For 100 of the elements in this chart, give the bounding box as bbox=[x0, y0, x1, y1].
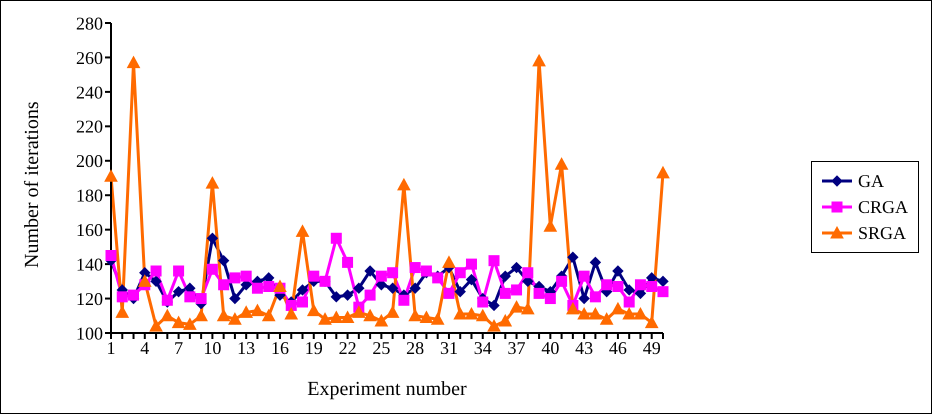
point bbox=[273, 280, 286, 292]
point bbox=[466, 258, 477, 270]
x-tick-label: 19 bbox=[304, 338, 323, 358]
point bbox=[410, 262, 421, 274]
point bbox=[588, 308, 602, 320]
point bbox=[240, 270, 252, 282]
point bbox=[318, 312, 332, 325]
point bbox=[657, 276, 668, 287]
point bbox=[500, 270, 511, 282]
point bbox=[374, 314, 388, 326]
point bbox=[104, 170, 118, 182]
point bbox=[544, 293, 556, 304]
point bbox=[477, 296, 488, 308]
point bbox=[229, 272, 240, 284]
point bbox=[297, 296, 308, 308]
point bbox=[398, 294, 410, 306]
x-tick-label: 10 bbox=[203, 338, 222, 358]
point bbox=[376, 270, 387, 282]
x-tick-label: 28 bbox=[406, 338, 424, 358]
legend-label: SRGA bbox=[858, 222, 906, 245]
point bbox=[173, 286, 184, 298]
x-tick-label: 7 bbox=[174, 338, 184, 358]
point bbox=[330, 232, 342, 244]
point bbox=[250, 304, 264, 316]
x-tick-label: 46 bbox=[608, 338, 627, 358]
point bbox=[106, 250, 116, 261]
point bbox=[194, 309, 208, 322]
point bbox=[116, 291, 128, 302]
point bbox=[624, 296, 635, 308]
point bbox=[296, 224, 310, 237]
point bbox=[262, 309, 276, 322]
point bbox=[521, 302, 534, 314]
point bbox=[578, 270, 590, 282]
y-tick-label: 260 bbox=[76, 48, 103, 68]
point bbox=[218, 279, 230, 290]
point bbox=[578, 293, 590, 304]
point bbox=[454, 308, 467, 320]
point bbox=[578, 308, 591, 320]
point bbox=[510, 300, 524, 313]
point bbox=[172, 316, 186, 328]
point bbox=[252, 282, 263, 294]
y-tick-label: 220 bbox=[76, 116, 103, 137]
point bbox=[567, 252, 578, 263]
point bbox=[511, 284, 522, 296]
y-tick-label: 120 bbox=[76, 288, 103, 309]
point bbox=[364, 309, 377, 322]
x-tick-label: 22 bbox=[338, 338, 357, 358]
point bbox=[196, 293, 207, 304]
point bbox=[476, 309, 490, 322]
point bbox=[341, 311, 354, 323]
point bbox=[408, 309, 422, 322]
point bbox=[534, 288, 545, 299]
point bbox=[443, 288, 454, 299]
point bbox=[601, 279, 612, 290]
point bbox=[657, 286, 668, 298]
point bbox=[600, 312, 614, 325]
point bbox=[228, 312, 242, 325]
point bbox=[500, 288, 511, 299]
point bbox=[206, 176, 219, 189]
x-tick-label: 31 bbox=[440, 338, 458, 358]
point bbox=[612, 281, 624, 292]
y-tick-label: 180 bbox=[76, 186, 103, 206]
point bbox=[173, 266, 184, 276]
point bbox=[386, 306, 400, 318]
x-tick-label: 49 bbox=[642, 338, 661, 358]
point bbox=[624, 284, 635, 296]
point bbox=[646, 281, 658, 292]
point bbox=[364, 266, 376, 276]
point bbox=[556, 276, 568, 287]
point bbox=[387, 282, 398, 294]
point bbox=[307, 304, 320, 316]
point bbox=[410, 282, 421, 294]
point bbox=[217, 309, 230, 322]
point bbox=[308, 270, 320, 282]
point bbox=[555, 158, 568, 170]
point bbox=[342, 256, 354, 268]
point bbox=[464, 308, 478, 320]
point bbox=[442, 256, 456, 268]
point bbox=[206, 232, 218, 244]
point bbox=[488, 320, 501, 332]
point bbox=[634, 279, 646, 290]
point bbox=[330, 311, 343, 323]
point bbox=[150, 276, 162, 287]
point bbox=[532, 54, 546, 66]
point bbox=[286, 300, 297, 311]
point bbox=[139, 267, 150, 278]
point bbox=[342, 290, 354, 301]
point bbox=[138, 274, 152, 287]
point bbox=[218, 255, 230, 266]
point bbox=[160, 309, 174, 322]
point bbox=[454, 267, 466, 278]
x-tick-label: 37 bbox=[508, 338, 526, 358]
point bbox=[330, 291, 342, 302]
y-tick-label: 240 bbox=[76, 82, 103, 102]
x-tick-label: 1 bbox=[106, 338, 116, 358]
point bbox=[488, 255, 500, 266]
point bbox=[353, 282, 364, 294]
point bbox=[206, 264, 218, 275]
x-tick-label: 4 bbox=[140, 338, 150, 358]
point bbox=[263, 281, 274, 292]
